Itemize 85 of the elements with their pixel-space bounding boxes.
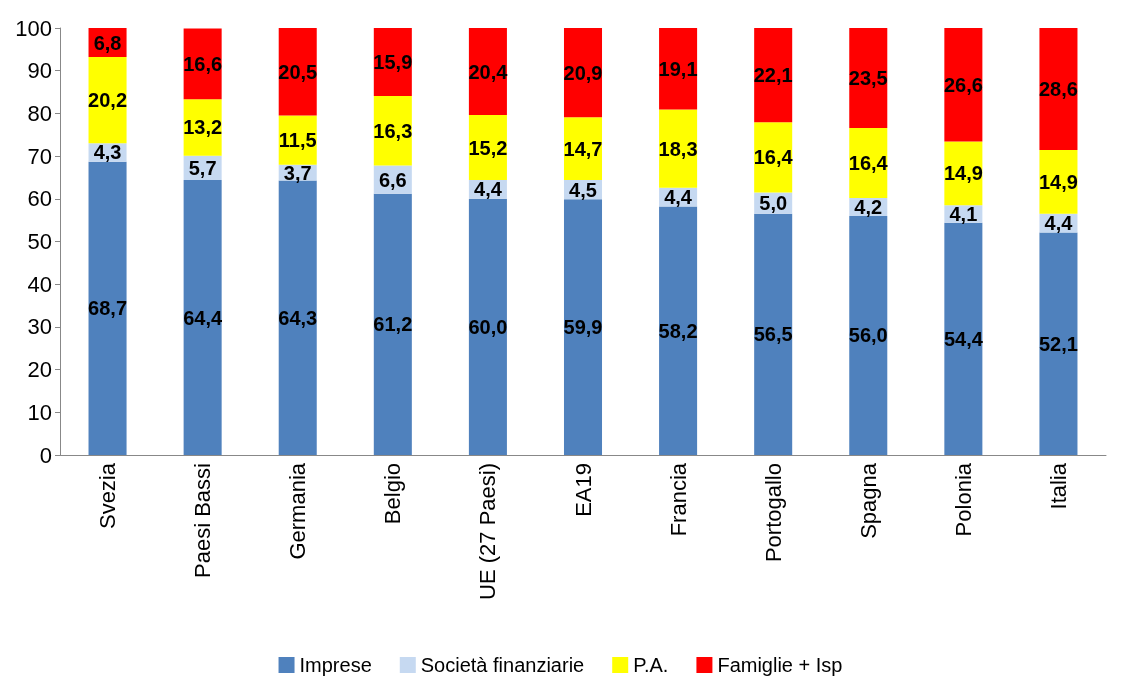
data-label: 56,5 — [753, 323, 793, 346]
x-tick-label: Italia — [1045, 462, 1071, 510]
y-tick-label: 20 — [27, 357, 52, 383]
bar — [659, 206, 698, 455]
bar — [1039, 232, 1078, 455]
data-label: 4,4 — [664, 186, 693, 209]
legend-label: Imprese — [299, 654, 372, 676]
bar — [563, 28, 603, 118]
y-tick-label: 40 — [27, 271, 52, 297]
data-label: 22,1 — [753, 64, 793, 87]
data-label: 13,2 — [183, 116, 223, 139]
bar — [373, 193, 412, 455]
data-label: 18,3 — [658, 137, 698, 160]
bar — [88, 161, 127, 455]
data-label: 68,7 — [88, 297, 128, 320]
data-label: 4,3 — [93, 141, 122, 164]
x-tick-label: Portogallo — [760, 463, 786, 563]
y-tick-label: 90 — [27, 58, 52, 84]
data-label: 4,4 — [474, 178, 503, 201]
data-label: 4,5 — [569, 178, 597, 201]
data-label: 28,6 — [1038, 78, 1078, 101]
bar — [278, 28, 317, 116]
legend-label: Società finanziarie — [420, 654, 585, 676]
bar — [659, 28, 698, 110]
bar — [563, 199, 603, 455]
data-label: 20,9 — [563, 61, 603, 84]
data-label: 16,6 — [183, 52, 223, 75]
data-label: 23,5 — [848, 66, 888, 89]
bar — [88, 57, 127, 144]
x-tick-label: Svezia — [95, 462, 121, 530]
data-label: 4,1 — [949, 202, 978, 225]
x-tick-label: Polonia — [950, 462, 976, 537]
data-label: 4,2 — [854, 195, 883, 218]
data-label: 6,6 — [378, 168, 407, 191]
data-label: 11,5 — [278, 129, 317, 152]
y-tick-label: 30 — [27, 314, 52, 340]
data-label: 64,3 — [278, 306, 318, 329]
y-tick-label: 70 — [27, 143, 52, 169]
data-label: 14,9 — [1038, 170, 1078, 193]
y-tick-label: 100 — [15, 15, 52, 41]
data-label: 15,9 — [373, 50, 413, 73]
x-tick-label: Belgio — [380, 463, 406, 525]
data-label: 61,2 — [373, 313, 413, 336]
data-label: 20,5 — [278, 60, 318, 83]
data-label: 15,2 — [468, 136, 508, 159]
data-label: 5,7 — [188, 156, 217, 179]
data-label: 16,3 — [373, 119, 413, 142]
data-label: 26,6 — [943, 73, 983, 96]
data-label: 56,0 — [848, 324, 888, 347]
data-label: 5,0 — [759, 192, 788, 215]
data-label: 14,7 — [563, 137, 603, 160]
data-label: 19,1 — [658, 57, 698, 80]
y-tick-label: 50 — [27, 229, 52, 254]
bar — [849, 215, 888, 455]
data-label: 14,9 — [943, 162, 983, 185]
bar — [563, 117, 603, 181]
data-label: 59,9 — [563, 316, 603, 339]
x-tick-label: Germania — [285, 462, 311, 560]
bar — [183, 180, 222, 455]
data-label: 20,2 — [88, 89, 128, 112]
x-tick-label: Francia — [665, 462, 691, 537]
data-label: 4,4 — [1044, 212, 1074, 235]
bar — [944, 222, 983, 455]
x-tick-label: EA19 — [570, 463, 596, 517]
bar — [944, 28, 983, 142]
data-label: 52,1 — [1038, 332, 1078, 355]
x-tick-label: Spagna — [855, 462, 881, 539]
data-label: 6,8 — [93, 31, 122, 54]
y-tick-label: 80 — [27, 100, 52, 126]
bar — [1039, 28, 1078, 151]
bar — [849, 28, 888, 128]
y-tick-label: 0 — [39, 442, 52, 468]
bar — [468, 198, 507, 455]
y-tick-label: 60 — [27, 186, 52, 212]
data-label: 58,2 — [658, 319, 698, 342]
y-tick-label: 10 — [27, 399, 52, 425]
x-tick-label: Paesi Bassi — [190, 463, 216, 578]
bar — [754, 28, 793, 123]
data-label: 64,4 — [183, 306, 223, 329]
data-label: 3,7 — [283, 161, 312, 184]
bar — [754, 213, 793, 455]
x-tick-label: UE (27 Paesi) — [475, 463, 501, 600]
legend-label: P.A. — [633, 654, 669, 676]
data-label: 60,0 — [468, 315, 508, 338]
legend-label: Famiglie + Isp — [717, 654, 843, 676]
